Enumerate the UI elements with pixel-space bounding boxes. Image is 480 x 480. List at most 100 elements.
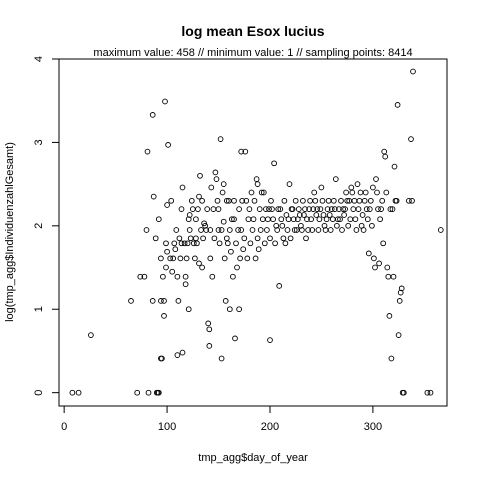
data-point [347, 216, 354, 223]
data-point [141, 273, 148, 280]
data-point [155, 216, 162, 223]
data-point [348, 184, 355, 191]
data-point [204, 206, 211, 212]
data-point [161, 313, 167, 319]
data-point [161, 298, 167, 304]
data-point [213, 176, 220, 182]
data-point [274, 227, 281, 233]
data-point [338, 197, 344, 204]
data-point [206, 326, 213, 333]
data-point [195, 206, 201, 212]
data-point [285, 216, 292, 223]
data-point [190, 240, 197, 247]
data-point [216, 240, 223, 247]
data-point [247, 240, 254, 247]
data-point [259, 216, 266, 223]
data-point [309, 227, 316, 233]
data-point [149, 112, 156, 118]
y-tick-label: 4 [33, 56, 45, 62]
data-point [287, 235, 294, 242]
data-point [211, 235, 218, 242]
data-point [233, 240, 239, 247]
data-point [316, 216, 323, 223]
data-point [236, 206, 242, 212]
data-point [263, 206, 269, 212]
data-point [218, 355, 225, 362]
data-point [327, 227, 334, 233]
data-point [249, 227, 256, 233]
data-point [243, 197, 250, 204]
data-point [228, 248, 234, 255]
data-point [242, 148, 249, 155]
data-point [323, 216, 330, 223]
data-point [236, 306, 242, 313]
data-point [395, 332, 402, 338]
data-point [179, 349, 186, 356]
data-point [311, 189, 318, 196]
data-point [164, 248, 170, 255]
chart-subtitle: maximum value: 458 // minimum value: 1 /… [93, 47, 412, 59]
data-point [163, 240, 169, 247]
data-point [360, 227, 367, 233]
data-point [340, 206, 346, 212]
y-tick-label: 3 [33, 139, 45, 145]
data-point [264, 227, 270, 233]
data-point [179, 184, 186, 191]
data-point [291, 227, 298, 233]
data-point [312, 197, 319, 204]
data-point [197, 172, 203, 179]
data-point [324, 206, 331, 212]
y-tick-label: 1 [33, 306, 45, 312]
data-point [350, 206, 357, 212]
data-point [269, 206, 275, 212]
data-point [232, 335, 238, 342]
data-point [295, 206, 302, 212]
data-point [169, 268, 176, 275]
data-point [214, 197, 221, 204]
data-point [369, 222, 375, 229]
data-point [393, 197, 400, 204]
data-point [203, 227, 210, 233]
data-point [254, 181, 261, 187]
data-point [383, 189, 390, 196]
data-point [266, 206, 272, 212]
data-point [200, 235, 206, 242]
data-point [310, 206, 317, 212]
data-point [303, 235, 309, 242]
data-point [193, 235, 199, 242]
data-point [376, 260, 382, 267]
data-point [359, 212, 366, 218]
data-point [343, 189, 349, 196]
data-point [286, 181, 293, 187]
data-point [341, 212, 347, 218]
x-tick-label: 0 [61, 421, 67, 433]
data-point [377, 216, 383, 223]
data-point [217, 136, 224, 142]
data-point [289, 206, 296, 212]
data-point [158, 255, 164, 262]
data-point [178, 240, 185, 247]
data-point [267, 235, 273, 242]
data-point [279, 222, 286, 229]
data-point [400, 389, 407, 396]
data-point [284, 227, 291, 233]
data-point [185, 306, 192, 313]
data-point [394, 102, 401, 108]
data-point [398, 285, 405, 292]
data-point [254, 235, 261, 242]
data-point [182, 281, 189, 288]
data-point [223, 235, 230, 242]
data-point [342, 206, 348, 212]
data-point [352, 216, 359, 223]
data-point [187, 235, 194, 242]
data-point [328, 206, 335, 212]
data-point [194, 240, 200, 247]
data-point [332, 176, 339, 182]
data-point [207, 255, 214, 262]
data-point [199, 197, 205, 204]
data-point [152, 235, 159, 242]
data-point [268, 197, 274, 204]
data-point [381, 148, 388, 155]
data-point [230, 273, 236, 280]
